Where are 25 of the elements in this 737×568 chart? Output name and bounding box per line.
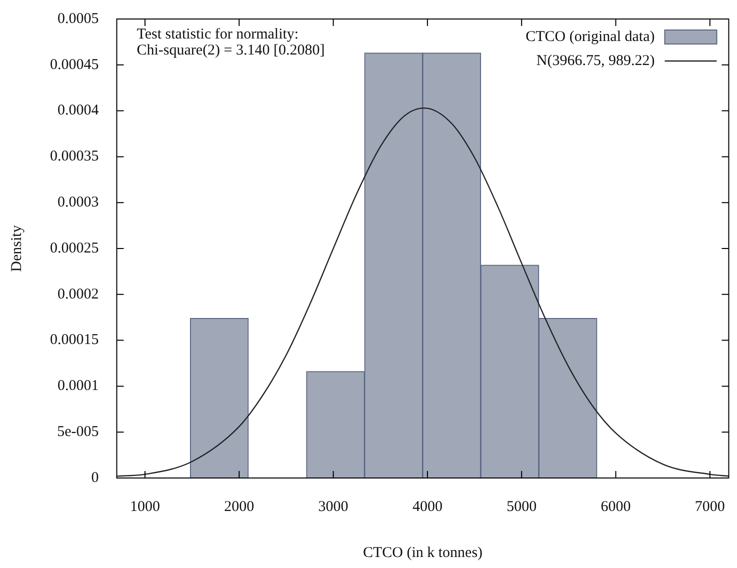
y-tick-label: 0.0004 <box>58 102 100 119</box>
x-tick-label: 6000 <box>600 498 631 515</box>
y-axis-title: Density <box>8 224 25 272</box>
annotation: Chi-square(2) = 3.140 [0.2080] <box>136 42 325 58</box>
y-tick-label: 0.00035 <box>50 148 99 165</box>
y-tick-label: 0.00015 <box>50 332 99 348</box>
y-tick-label: 0.00025 <box>50 240 99 256</box>
legend-label: N(3966.75, 989.22) <box>536 52 655 69</box>
y-tick-label: 0.0005 <box>58 10 99 27</box>
x-tick-label: 2000 <box>224 498 254 515</box>
x-tick-label: 3000 <box>318 498 348 515</box>
y-tick-label: 0.0002 <box>58 286 99 302</box>
x-axis-title: CTCO (in k tonnes) <box>362 544 483 561</box>
y-tick-label: 5e-005 <box>57 424 99 440</box>
x-tick-label: 7000 <box>694 498 725 515</box>
y-tick-label: 0.0003 <box>58 194 99 211</box>
annotation: Test statistic for normality: <box>136 26 299 42</box>
x-tick-label: 1000 <box>130 498 160 515</box>
y-tick-label: 0.0001 <box>58 378 99 394</box>
line-series <box>116 107 729 477</box>
y-tick-label: 0 <box>91 470 99 486</box>
x-tick-label: 4000 <box>412 498 442 515</box>
y-tick-label: 0.00045 <box>50 56 99 73</box>
x-tick-label: 5000 <box>506 498 537 515</box>
legend-label: CTCO (original data) <box>526 28 655 45</box>
